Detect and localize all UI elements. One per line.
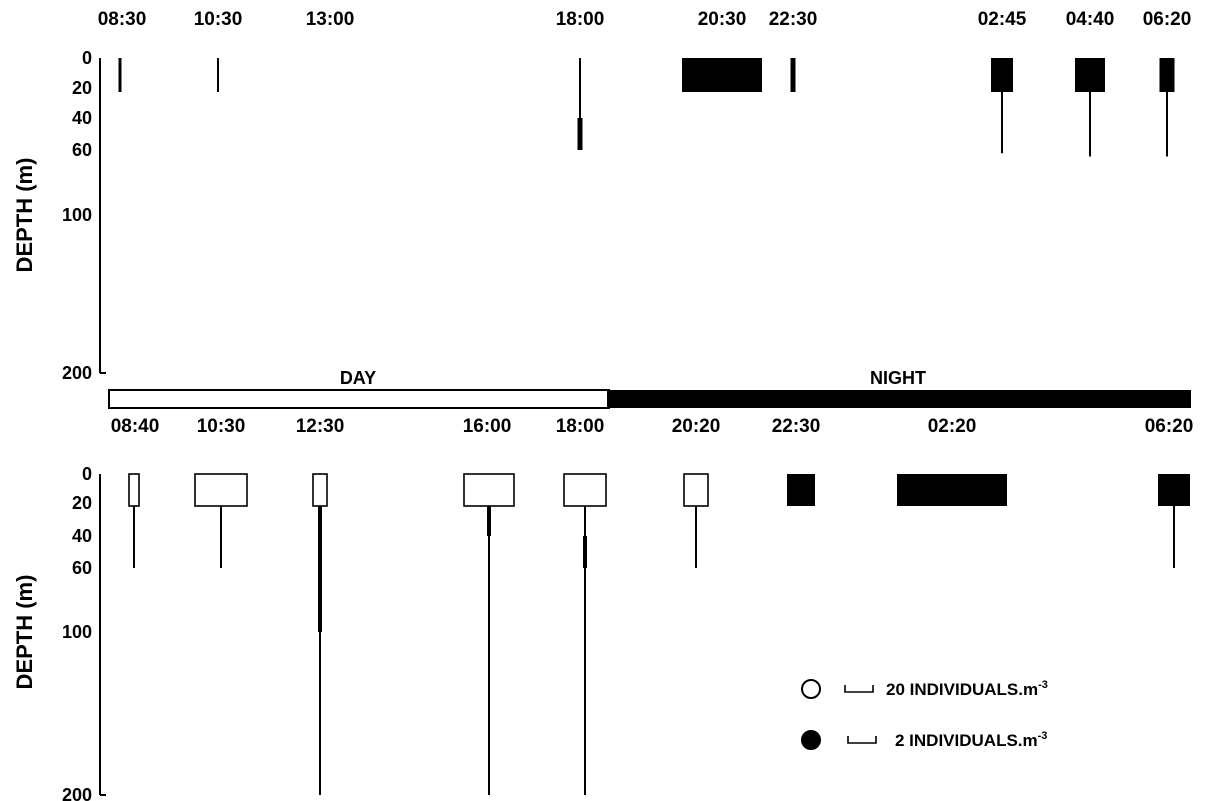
- kite-segment: [563, 473, 607, 507]
- kite-segment: [1173, 506, 1175, 568]
- axes: [99, 58, 106, 796]
- kite-segment: [682, 58, 762, 92]
- kite-segment: [217, 58, 219, 92]
- y-tick-label: 0: [82, 48, 92, 68]
- night-label: NIGHT: [870, 368, 926, 388]
- legend: 20 INDIVIDUALS.m-3 2 INDIVIDUALS.m-3: [801, 679, 1048, 750]
- time-label: 06:20: [1145, 416, 1194, 437]
- y-tick-label: 60: [72, 140, 92, 160]
- open-circle-icon: [801, 679, 821, 699]
- time-label: 02:45: [978, 9, 1027, 30]
- y-tick-label: 200: [62, 785, 92, 801]
- legend-label: 2 INDIVIDUALS.m-3: [895, 730, 1047, 750]
- kite-segment: [1089, 92, 1091, 157]
- kite-segment: [133, 506, 135, 568]
- kite-segment: [790, 58, 796, 92]
- kite-segment: [787, 474, 815, 506]
- kite-segment: [319, 632, 321, 795]
- kite-segment: [584, 506, 586, 536]
- kite-segment: [463, 473, 515, 507]
- day-label: DAY: [340, 368, 376, 388]
- time-label: 22:30: [772, 416, 821, 437]
- kite-segment: [128, 473, 140, 507]
- y-tick-label: 20: [72, 493, 92, 513]
- night-bar: [607, 390, 1191, 408]
- time-label: 18:00: [556, 9, 605, 30]
- kite-segment: [897, 474, 1007, 506]
- kite-segment: [991, 58, 1013, 92]
- time-label: 08:30: [98, 9, 147, 30]
- time-label: 10:30: [194, 9, 243, 30]
- y-tick-label: 0: [82, 464, 92, 484]
- kite-segment: [1166, 92, 1168, 157]
- kite-segment: [1159, 58, 1175, 92]
- y-tick-label: 40: [72, 108, 92, 128]
- kite-segment: [1158, 474, 1190, 506]
- kite-segment: [683, 473, 709, 507]
- kite-segment: [487, 506, 491, 536]
- time-label: 10:30: [197, 416, 246, 437]
- kite-segment: [312, 473, 328, 507]
- chart-marks: [118, 58, 1190, 795]
- y-tick-label: 200: [62, 363, 92, 383]
- kite-segment: [584, 568, 586, 795]
- kite-segment: [220, 506, 222, 568]
- kite-segment: [1075, 58, 1105, 92]
- time-label: 06:20: [1143, 9, 1192, 30]
- time-label: 13:00: [306, 9, 355, 30]
- time-label: 18:00: [556, 416, 605, 437]
- y-tick-label: 40: [72, 526, 92, 546]
- kite-segment: [1001, 92, 1003, 154]
- time-label: 22:30: [769, 9, 818, 30]
- y-tick-label: 60: [72, 558, 92, 578]
- kite-segment: [194, 473, 248, 507]
- y-axis-label: DEPTH (m): [12, 575, 37, 690]
- kite-segment: [318, 506, 322, 632]
- y-tick-label: 100: [62, 622, 92, 642]
- kite-segment: [695, 506, 697, 568]
- time-label: 20:30: [698, 9, 747, 30]
- time-label: 12:30: [296, 416, 345, 437]
- y-tick-label: 100: [62, 205, 92, 225]
- filled-circle-icon: [801, 730, 821, 750]
- kite-segment: [577, 118, 583, 150]
- kite-segment: [583, 536, 587, 568]
- day-night-band: DAY NIGHT: [108, 368, 1191, 409]
- time-label: 08:40: [111, 416, 160, 437]
- kite-segment: [488, 536, 490, 795]
- time-label: 02:20: [928, 416, 977, 437]
- time-label: 04:40: [1066, 9, 1115, 30]
- scale-bracket: [847, 736, 877, 744]
- time-label: 16:00: [463, 416, 512, 437]
- day-bar: [108, 389, 610, 409]
- y-axis-label: DEPTH (m): [12, 158, 37, 273]
- kite-segment: [579, 58, 581, 118]
- scale-bracket: [844, 685, 874, 693]
- y-tick-label: 20: [72, 78, 92, 98]
- time-label: 20:20: [672, 416, 721, 437]
- legend-label: 20 INDIVIDUALS.m-3: [886, 679, 1048, 699]
- kite-segment: [118, 58, 122, 92]
